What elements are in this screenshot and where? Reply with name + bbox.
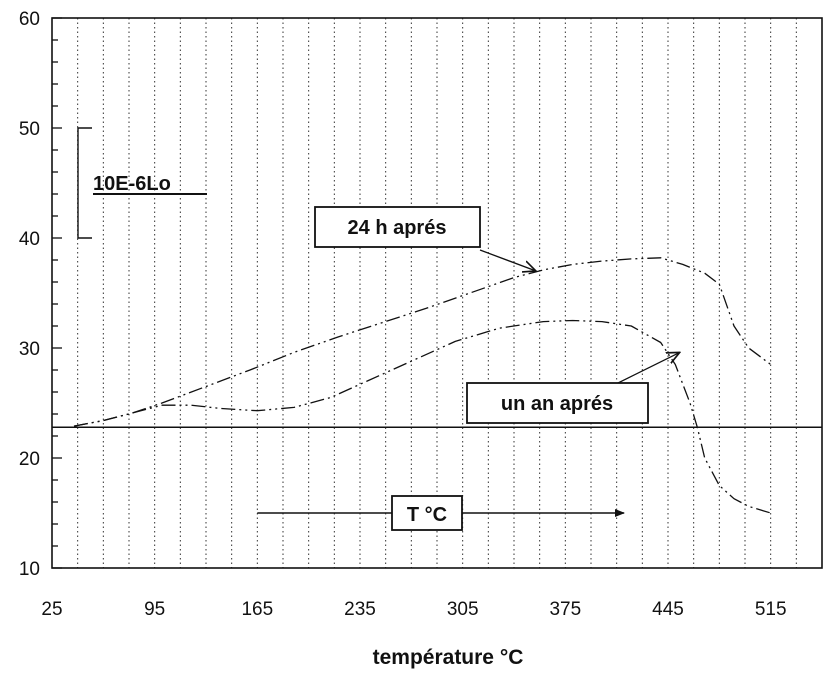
y-tick-label: 60	[19, 9, 40, 30]
y-tick-label: 40	[19, 229, 40, 250]
callout-1an-arrow	[617, 352, 680, 384]
y-tick-label: 30	[19, 339, 40, 360]
grid	[77, 18, 797, 568]
callout-24h-arrow	[479, 249, 536, 271]
x-tick-label: 235	[344, 599, 376, 620]
y-tick-label: 10	[19, 559, 40, 580]
temperature-arrow-label: T °C	[407, 504, 447, 526]
callout-24h: 24 h aprés	[314, 206, 536, 271]
scale-bracket	[77, 127, 92, 239]
scale-bar-label: 10E-6Lo	[93, 173, 171, 195]
x-tick-label: 95	[144, 599, 165, 620]
x-tick-label: 25	[41, 599, 62, 620]
x-tick-label: 375	[549, 599, 581, 620]
temperature-arrow: T °C	[257, 495, 625, 531]
y-axis-ticks: 10 20 30 40 50 60	[19, 9, 62, 580]
y-tick-label: 20	[19, 449, 40, 470]
x-tick-label: 165	[241, 599, 273, 620]
x-tick-label: 305	[447, 599, 479, 620]
callout-24h-box	[314, 206, 481, 248]
x-axis-ticks: 25 95 165 235 305 375 445 515	[41, 599, 786, 620]
callout-1an: un an aprés	[466, 352, 680, 424]
x-tick-label: 445	[652, 599, 684, 620]
scale-bar: 10E-6Lo	[77, 127, 207, 239]
x-tick-label: 515	[755, 599, 787, 620]
temperature-arrow-box	[391, 495, 463, 531]
plot-frame	[51, 17, 823, 569]
callout-1an-label: un an aprés	[501, 393, 613, 415]
series-layer	[73, 257, 772, 514]
callout-24h-label: 24 h aprés	[348, 217, 447, 239]
series-line-1an	[73, 319, 771, 514]
series-line-24h	[73, 257, 772, 427]
x-axis-title: température °C	[373, 646, 524, 669]
callout-1an-box	[466, 382, 649, 424]
y-tick-label: 50	[19, 119, 40, 140]
